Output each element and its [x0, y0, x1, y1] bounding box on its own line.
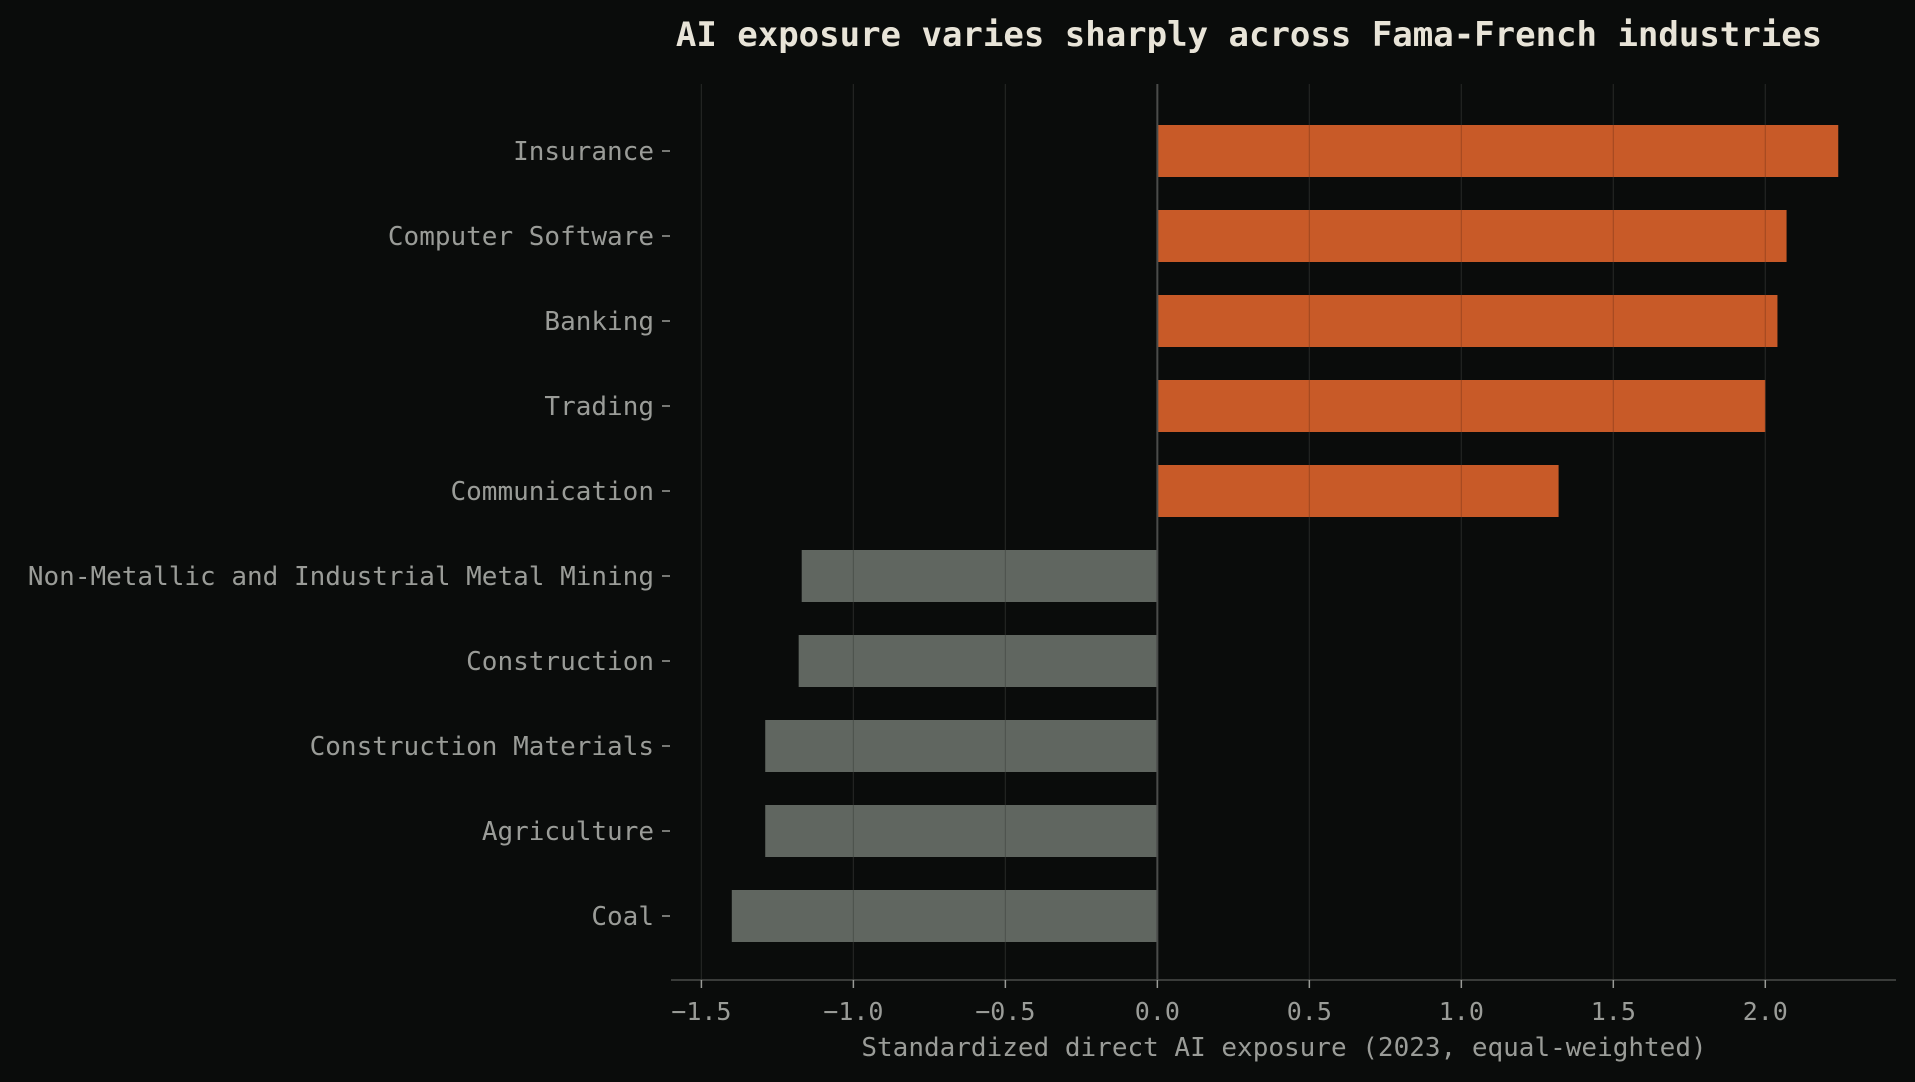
bars-layer	[731, 125, 1839, 942]
zero-line-layer	[700, 84, 1766, 980]
bar-banking	[1157, 295, 1778, 347]
category-label: Construction	[466, 647, 654, 677]
category-label: Insurance	[513, 137, 654, 167]
category-label: Construction Materials	[310, 732, 654, 762]
x-tick-label: 0.0	[1135, 997, 1180, 1026]
x-tick-label: −0.5	[975, 997, 1035, 1026]
category-label: Communication	[451, 477, 655, 507]
bar-agriculture	[765, 805, 1158, 857]
category-label: Non-Metallic and Industrial Metal Mining	[28, 562, 654, 592]
category-label: Computer Software	[388, 222, 654, 252]
x-tick-label: −1.5	[671, 997, 731, 1026]
x-tick-label: 1.0	[1439, 997, 1484, 1026]
bar-insurance	[1157, 125, 1839, 177]
x-tick-label: −1.0	[823, 997, 883, 1026]
x-tick-label: 0.5	[1287, 997, 1332, 1026]
bar-construction-materials	[765, 720, 1158, 772]
x-axis: −1.5 −1.0 −0.5 0.0 0.5 1.0 1.5 2.0	[671, 979, 1896, 1026]
category-label: Agriculture	[482, 817, 654, 847]
category-label: Trading	[544, 392, 654, 422]
x-tick-label: 1.5	[1591, 997, 1636, 1026]
y-axis-labels: Insurance Computer Software Banking Trading…	[28, 137, 670, 932]
category-label: Coal	[591, 902, 654, 932]
bar-communication	[1157, 465, 1559, 517]
chart-title: AI exposure varies sharply across Fama-F…	[676, 15, 1822, 55]
bar-trading	[1157, 380, 1766, 432]
bar-coal	[731, 890, 1158, 942]
x-axis-label: Standardized direct AI exposure (2023, e…	[861, 1033, 1706, 1063]
x-tick-label: 2.0	[1743, 997, 1788, 1026]
category-label: Banking	[544, 307, 654, 337]
bar-construction	[798, 635, 1158, 687]
bar-computer-software	[1157, 210, 1787, 262]
bar-non-metallic-and-industrial-metal-mining	[801, 550, 1158, 602]
